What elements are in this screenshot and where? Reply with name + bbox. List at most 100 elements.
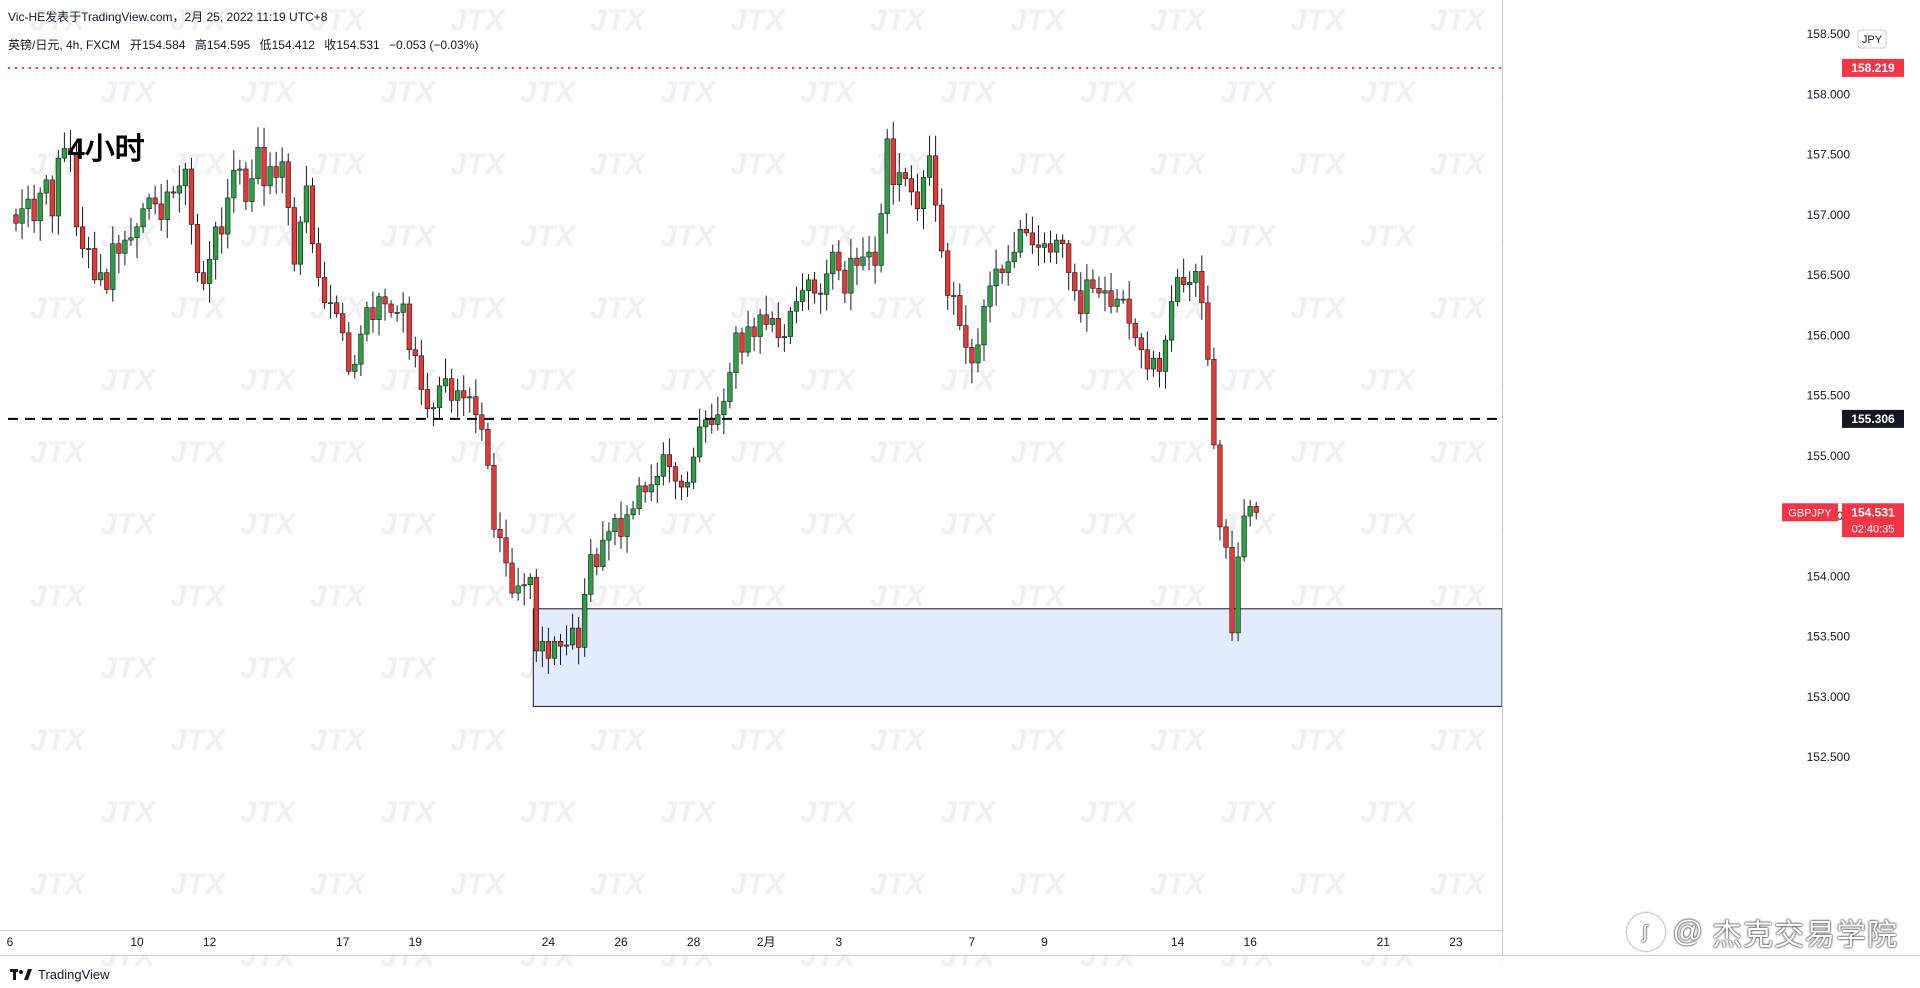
watermark-layer: JTX JTX JTX JTX JTX JTX JTX JTX JTX JTX JTX JTX JTX J… xyxy=(30,4,1697,973)
candle xyxy=(563,625,570,656)
candle xyxy=(327,284,334,319)
candle xyxy=(769,311,775,333)
svg-text:JPY: JPY xyxy=(1862,34,1883,46)
svg-text:02:40:35: 02:40:35 xyxy=(1852,523,1895,535)
svg-text:JTX: JTX xyxy=(870,292,927,325)
svg-text:JTX: JTX xyxy=(100,652,157,685)
svg-text:JTX: JTX xyxy=(100,364,157,397)
candle xyxy=(660,442,666,486)
svg-text:JTX: JTX xyxy=(730,4,787,37)
candle xyxy=(606,522,612,561)
candle xyxy=(818,283,824,314)
svg-text:JTX: JTX xyxy=(1150,580,1207,613)
candle xyxy=(394,305,400,322)
low-value: 154.412 xyxy=(271,38,315,52)
candle xyxy=(1247,499,1253,527)
candle xyxy=(473,379,479,434)
svg-text:JTX: JTX xyxy=(1010,724,1067,757)
candle xyxy=(86,236,92,269)
candle xyxy=(261,127,267,206)
svg-text:JTX: JTX xyxy=(100,796,157,829)
candle xyxy=(715,396,721,431)
svg-text:JTX: JTX xyxy=(940,508,997,541)
svg-text:JTX: JTX xyxy=(730,724,787,757)
price-tick-label: 156.000 xyxy=(1807,328,1851,342)
svg-text:JTX: JTX xyxy=(380,652,437,685)
currency-badge: JPY xyxy=(1857,29,1887,49)
candle xyxy=(1138,332,1144,369)
price-tick-label: 155.500 xyxy=(1807,389,1851,403)
candle xyxy=(1205,285,1211,366)
svg-text:JTX: JTX xyxy=(1080,796,1137,829)
candle xyxy=(854,247,860,286)
svg-text:JTX: JTX xyxy=(590,868,647,901)
svg-text:JTX: JTX xyxy=(310,724,367,757)
candle xyxy=(721,388,727,435)
candle xyxy=(775,302,781,348)
svg-text:JTX: JTX xyxy=(800,364,857,397)
svg-text:JTX: JTX xyxy=(240,364,297,397)
candle xyxy=(31,184,37,233)
price-levels xyxy=(8,66,1502,420)
candle xyxy=(1229,530,1235,642)
candle xyxy=(49,175,55,233)
time-tick-label: 23 xyxy=(1449,935,1463,949)
svg-text:GBPJPY: GBPJPY xyxy=(1788,507,1832,519)
svg-text:JTX: JTX xyxy=(730,436,787,469)
tradingview-logo[interactable]: TradingView xyxy=(10,967,110,982)
price-tick-label: 156.500 xyxy=(1807,268,1851,282)
candle xyxy=(1054,233,1060,264)
candle xyxy=(636,477,642,515)
candle xyxy=(551,636,558,666)
candle xyxy=(1023,213,1029,237)
candle xyxy=(793,286,800,324)
demand-zone-rect[interactable] xyxy=(532,608,1503,707)
candle xyxy=(25,185,31,228)
time-tick-label: 6 xyxy=(7,935,14,949)
candle xyxy=(697,408,703,463)
credit-text: 杰克交易学院 xyxy=(1712,919,1898,952)
svg-text:JTX: JTX xyxy=(590,4,647,37)
svg-text:JTX: JTX xyxy=(1220,364,1277,397)
svg-text:JTX: JTX xyxy=(380,220,437,253)
candle xyxy=(430,402,437,427)
candle xyxy=(334,295,340,318)
candle xyxy=(207,240,213,303)
candle xyxy=(412,336,418,368)
candle xyxy=(709,403,715,434)
candle xyxy=(805,274,812,310)
candle xyxy=(902,167,908,187)
svg-text:JTX: JTX xyxy=(590,292,647,325)
svg-text:JTX: JTX xyxy=(1080,220,1137,253)
candle xyxy=(134,222,140,259)
svg-text:JTX: JTX xyxy=(30,724,87,757)
time-tick-label: 9 xyxy=(1041,935,1048,949)
svg-text:JTX: JTX xyxy=(520,220,577,253)
svg-text:JTX: JTX xyxy=(1080,508,1137,541)
svg-text:JTX: JTX xyxy=(240,508,297,541)
candle xyxy=(188,157,195,245)
candle xyxy=(291,197,297,272)
candle xyxy=(200,261,207,291)
time-tick-label: 3 xyxy=(835,935,842,949)
candle xyxy=(1060,234,1066,258)
price-tick-label: 157.500 xyxy=(1807,148,1851,162)
candle xyxy=(945,242,951,310)
svg-text:JTX: JTX xyxy=(170,868,227,901)
candle xyxy=(908,165,914,206)
svg-text:JTX: JTX xyxy=(520,508,577,541)
svg-text:JTX: JTX xyxy=(170,4,227,37)
time-axis: 6 10 12 17 19 24 26 28 2月 3 7 9 14 16 21 23 xyxy=(0,930,1920,956)
candle xyxy=(303,165,310,233)
candle xyxy=(321,261,328,309)
candle xyxy=(1150,351,1156,377)
candle xyxy=(872,236,878,284)
svg-text:JTX: JTX xyxy=(30,868,87,901)
candle xyxy=(1199,255,1205,320)
candle xyxy=(1120,290,1126,304)
candle xyxy=(588,538,594,603)
candle xyxy=(884,128,890,234)
candle xyxy=(1066,240,1072,291)
candle xyxy=(811,271,818,304)
